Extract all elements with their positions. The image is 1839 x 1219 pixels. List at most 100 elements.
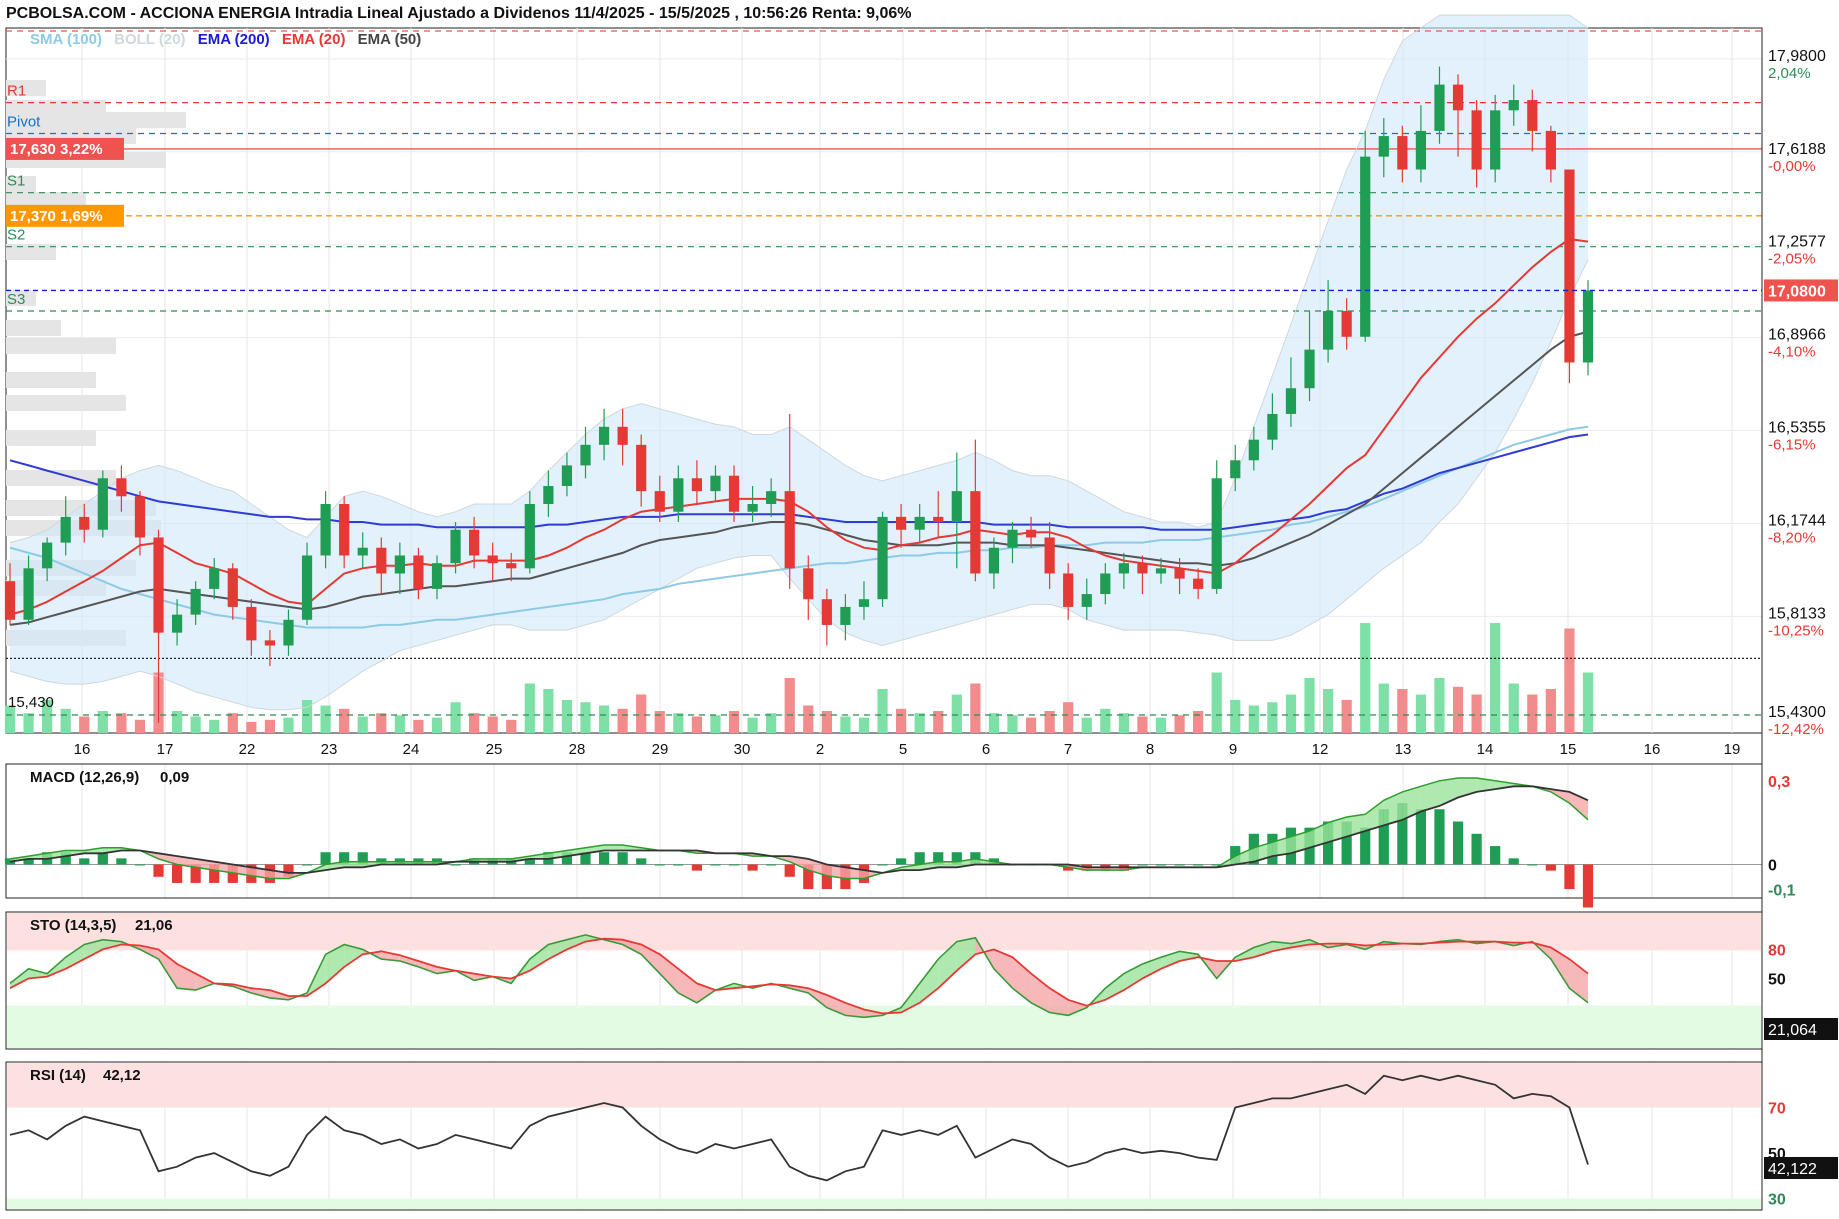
stochastic-fill xyxy=(956,937,976,971)
candle-body xyxy=(171,614,183,633)
volume-bar xyxy=(933,711,944,733)
x-tick-label: 30 xyxy=(734,741,751,758)
candle-body xyxy=(1360,156,1371,337)
legend-sma100[interactable]: SMA (100) xyxy=(30,31,102,48)
candle-body xyxy=(784,491,795,569)
stochastic-fill xyxy=(269,990,289,1000)
stochastic-fill xyxy=(177,963,196,991)
x-tick-label: 23 xyxy=(321,741,338,758)
macd-histogram-bar xyxy=(357,852,368,865)
macd-histogram-bar xyxy=(116,858,127,865)
ema20-line xyxy=(9,237,1589,616)
macd-histogram-bar xyxy=(636,858,647,865)
macd-histogram-bar xyxy=(1378,809,1389,865)
volume-bar xyxy=(988,713,1000,733)
candle-body xyxy=(933,516,944,523)
legend-boll20[interactable]: BOLL (20) xyxy=(114,31,186,48)
y-tick-label: 15,4300 xyxy=(1768,704,1826,721)
rsi-overbought-zone xyxy=(7,1063,1761,1108)
volume-bar xyxy=(320,705,331,733)
volume-bar xyxy=(1341,700,1352,733)
volume-bar xyxy=(914,713,925,733)
macd-histogram-bar xyxy=(598,852,610,865)
candle-body xyxy=(1508,100,1519,111)
candle-body xyxy=(840,606,851,625)
y-pct-label: -0,00% xyxy=(1768,158,1816,175)
x-tick-label: 5 xyxy=(899,741,907,758)
candle-body xyxy=(301,555,313,620)
candle-body xyxy=(190,588,201,615)
macd-histogram-bar xyxy=(1174,864,1185,866)
volume-profile-bar xyxy=(6,80,46,96)
ema200-line xyxy=(9,433,1589,531)
volume-bar xyxy=(394,715,405,733)
volume-bar xyxy=(23,713,34,733)
macd-histogram-bar xyxy=(283,864,294,877)
volume-bar xyxy=(1285,694,1297,733)
rsi-y-tick: 30 xyxy=(1768,1192,1786,1209)
macd-histogram-bar xyxy=(227,864,238,883)
macd-histogram-bar xyxy=(1397,803,1408,865)
x-tick-label: 16 xyxy=(1644,741,1661,758)
volume-bar xyxy=(1397,689,1408,733)
candle-body xyxy=(506,563,517,569)
macd-histogram-bar xyxy=(896,858,907,865)
macd-signal-fill xyxy=(1346,814,1366,837)
volume-bar xyxy=(617,708,628,733)
stochastic-fill xyxy=(696,983,716,1003)
macd-histogram-bar xyxy=(1193,864,1204,866)
candle-body xyxy=(79,516,90,530)
candle-body xyxy=(803,568,814,600)
volume-bar xyxy=(1007,715,1018,733)
volume-bar xyxy=(1304,678,1315,733)
candle-body xyxy=(561,465,573,486)
volume-bar xyxy=(1063,702,1074,733)
volume-bar xyxy=(301,700,313,733)
candle-body xyxy=(134,496,146,538)
candle-body xyxy=(431,563,443,589)
macd-histogram-bar xyxy=(1452,821,1464,865)
bollinger-band xyxy=(10,15,1588,710)
macd-histogram-bar xyxy=(1434,809,1445,865)
candle-body xyxy=(42,542,53,569)
chart-title: PCBOLSA.COM - ACCIONA ENERGIA Intradia L… xyxy=(6,5,912,22)
rsi-value: 42,12 xyxy=(103,1067,141,1084)
volume-profile-bar xyxy=(6,290,36,306)
volume-bar xyxy=(376,713,387,733)
macd-histogram-bar xyxy=(821,864,832,890)
volume-bar xyxy=(60,708,71,733)
legend-ema20[interactable]: EMA (20) xyxy=(281,31,346,48)
candle-body xyxy=(524,504,535,569)
candle-body xyxy=(357,547,368,556)
stochastic-fill xyxy=(1031,973,1050,1013)
price-tag-box xyxy=(6,204,124,227)
volume-bar xyxy=(1527,694,1538,733)
x-tick-label: 9 xyxy=(1229,741,1237,758)
legend-ema50[interactable]: EMA (50) xyxy=(357,31,422,48)
x-tick-label: 19 xyxy=(1724,741,1741,758)
volume-bar xyxy=(1452,686,1464,733)
stochastic-fill xyxy=(566,934,586,950)
volume-bar xyxy=(116,713,127,733)
bollinger-lower-line xyxy=(9,259,1589,711)
volume-bar xyxy=(1230,700,1241,733)
volume-bar xyxy=(413,719,424,733)
legend-ema200[interactable]: EMA (200) xyxy=(197,31,270,48)
volume-bar xyxy=(821,711,832,733)
candle-body xyxy=(858,599,870,607)
volume-bar xyxy=(1044,711,1055,733)
volume-bar xyxy=(561,700,573,733)
last-price-text: 17,0800 xyxy=(1768,283,1826,300)
stochastic-fill xyxy=(418,961,437,974)
x-tick-label: 25 xyxy=(486,741,503,758)
candle-body xyxy=(1527,100,1538,131)
macd-histogram-bar xyxy=(710,864,721,866)
candle-body xyxy=(1397,136,1408,170)
rsi-oversold-zone xyxy=(7,1198,1761,1209)
macd-signal-fill xyxy=(789,856,809,871)
candle-body xyxy=(710,475,721,492)
rsi-last-value: 42,122 xyxy=(1768,1161,1817,1178)
volume-bar xyxy=(896,708,907,733)
candle-body xyxy=(1100,573,1111,595)
candle-body xyxy=(1322,311,1334,350)
